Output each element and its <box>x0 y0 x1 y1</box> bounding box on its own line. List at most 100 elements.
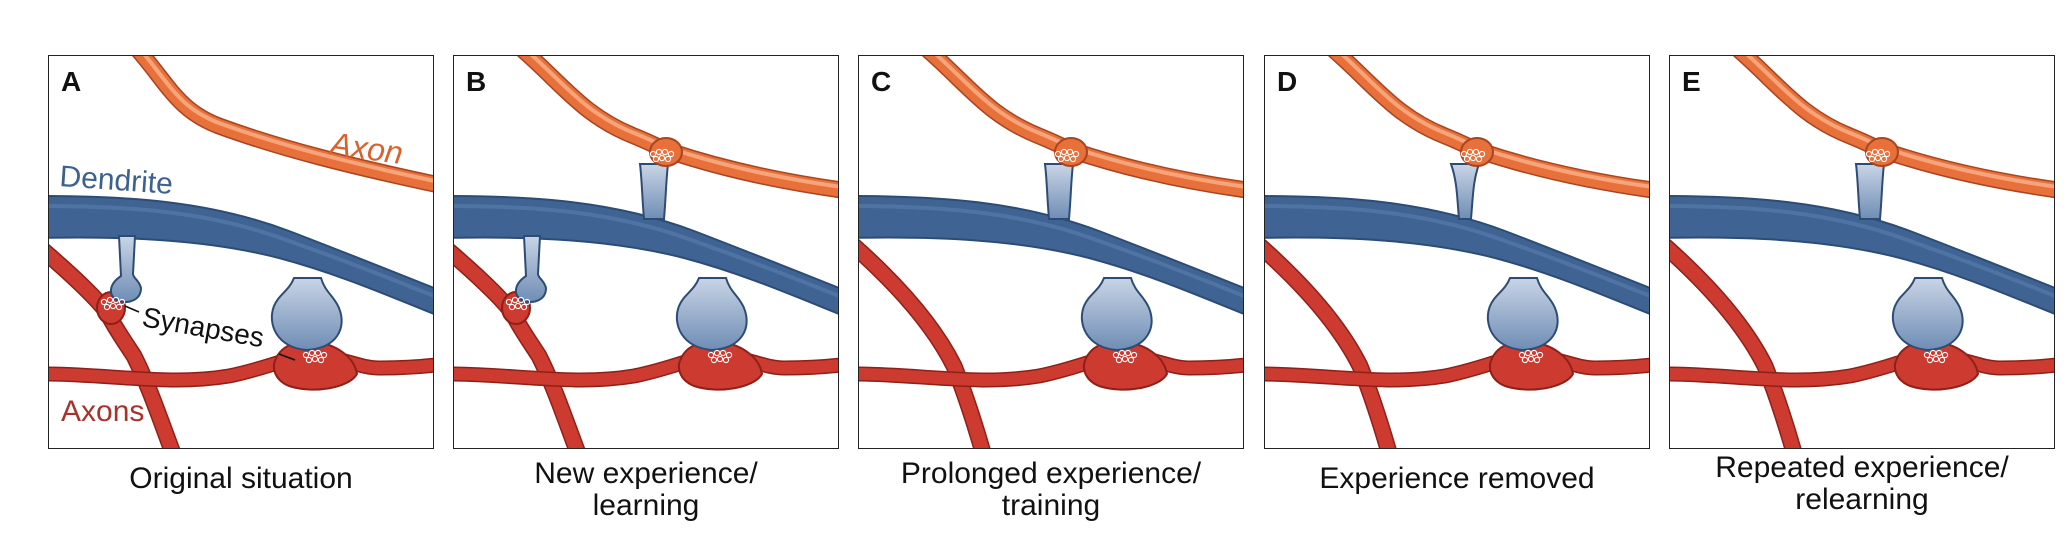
synaptic-vesicle <box>302 351 310 359</box>
axon-orange-highlight <box>529 56 838 189</box>
label-axons: Axons <box>61 395 144 428</box>
synaptic-vesicle <box>311 355 319 363</box>
synaptic-vesicle <box>1130 351 1138 359</box>
synaptic-vesicle <box>655 148 663 156</box>
synaptic-vesicle <box>1871 148 1879 156</box>
synaptic-vesicle <box>1938 356 1946 364</box>
synaptic-vesicle <box>115 303 123 311</box>
label-dendrite: Dendrite <box>59 160 174 201</box>
synaptic-vesicle <box>1883 150 1891 158</box>
synaptic-vesicle <box>1536 351 1544 359</box>
caption-line: Repeated experience/ <box>1715 451 2009 484</box>
synaptic-vesicle <box>1063 154 1071 162</box>
axon-orange-outline <box>1733 56 2054 199</box>
spine-thin-left <box>515 235 548 303</box>
caption-b: New experience/ learning <box>453 458 839 522</box>
synaptic-vesicle <box>1460 150 1468 158</box>
synaptic-vesicle <box>710 356 718 364</box>
axon-orange-highlight <box>1745 56 2054 189</box>
axon-red-diagonal <box>454 246 584 448</box>
axon-orange-highlight <box>1340 56 1649 189</box>
axon-orange <box>1735 56 2054 197</box>
caption-line: New experience/ <box>534 457 758 490</box>
synaptic-vesicle <box>1469 154 1477 162</box>
orange-bouton <box>1054 137 1088 167</box>
leader-line <box>124 305 140 313</box>
synaptic-vesicle <box>1463 155 1471 163</box>
synaptic-vesicle <box>1054 150 1062 158</box>
axon-orange <box>924 56 1243 197</box>
axon-orange-highlight <box>934 56 1243 189</box>
orange-bouton <box>649 137 683 167</box>
synaptic-vesicle <box>719 349 727 357</box>
synaptic-vesicle <box>523 298 531 306</box>
dendrite <box>49 195 433 315</box>
synaptic-vesicle <box>109 302 117 310</box>
synaptic-vesicle <box>722 356 730 364</box>
synaptic-vesicle <box>118 298 126 306</box>
neuron-illustration <box>859 56 1243 448</box>
synaptic-vesicle <box>1932 355 1940 363</box>
synaptic-vesicle <box>505 298 513 306</box>
neuron-illustration <box>1670 56 2054 448</box>
synaptic-vesicle <box>1533 356 1541 364</box>
dendrite-highlight <box>454 204 838 298</box>
dendrite-highlight <box>859 204 1243 298</box>
synaptic-vesicle <box>1527 355 1535 363</box>
spine-new <box>1449 163 1481 220</box>
synaptic-vesicle <box>1518 351 1526 359</box>
synaptic-vesicle <box>1127 356 1135 364</box>
axon-red-horizontal <box>859 349 1243 386</box>
caption-line: learning <box>592 489 700 522</box>
caption-line: Prolonged experience/ <box>900 457 1202 490</box>
caption-line: training <box>1001 489 1101 522</box>
caption-d: Experience removed <box>1264 463 1650 495</box>
spine-mushroom <box>1080 277 1153 352</box>
synaptic-vesicle <box>1475 155 1483 163</box>
synaptic-vesicle <box>1880 155 1888 163</box>
panel-letter: B <box>466 66 487 97</box>
synaptic-vesicle <box>1941 351 1949 359</box>
synaptic-vesicle <box>658 154 666 162</box>
synaptic-vesicle <box>1057 155 1065 163</box>
synaptic-vesicle <box>1935 349 1943 357</box>
synaptic-vesicle <box>716 355 724 363</box>
synaptic-vesicle <box>1069 155 1077 163</box>
synaptic-vesicle <box>1112 351 1120 359</box>
axon-red-horizontal <box>454 349 838 386</box>
synaptic-vesicle <box>517 296 525 304</box>
synaptic-vesicle <box>1118 349 1126 357</box>
dendrite-highlight <box>1670 204 2054 298</box>
caption-a: Original situation <box>48 463 434 495</box>
synaptic-vesicle <box>1066 148 1074 156</box>
label-synapses: Synapses <box>140 301 266 353</box>
spine-new <box>638 163 670 220</box>
spine-new <box>1854 163 1886 220</box>
orange-bouton <box>1460 137 1494 167</box>
dendrite <box>1670 195 2054 315</box>
dendrite-highlight <box>1265 204 1649 298</box>
panel-letter: C <box>871 66 892 97</box>
synaptic-vesicle <box>1865 150 1873 158</box>
synaptic-vesicle <box>1121 355 1129 363</box>
panel-a: Axon Dendrite Synapses Axons A <box>48 55 434 449</box>
panel-c: C <box>858 55 1244 449</box>
synaptic-vesicle <box>508 303 516 311</box>
synaptic-vesicle <box>112 296 120 304</box>
panel-letter: A <box>61 66 82 97</box>
caption-e: Repeated experience/ relearning <box>1669 452 2055 516</box>
synaptic-vesicle <box>1472 148 1480 156</box>
synaptic-vesicle <box>649 150 657 158</box>
synaptic-vesicle <box>1874 154 1882 162</box>
panel-letter: D <box>1277 66 1298 97</box>
synaptic-vesicle <box>713 349 721 357</box>
synaptic-vesicle <box>667 150 675 158</box>
spine-mushroom <box>270 277 343 352</box>
leader-line <box>278 353 296 361</box>
axon-red-diagonal <box>1265 241 1395 448</box>
caption-line: Original situation <box>129 462 353 495</box>
synaptic-vesicle <box>520 303 528 311</box>
synaptic-vesicle <box>103 303 111 311</box>
axon-orange-outline <box>1328 56 1649 199</box>
